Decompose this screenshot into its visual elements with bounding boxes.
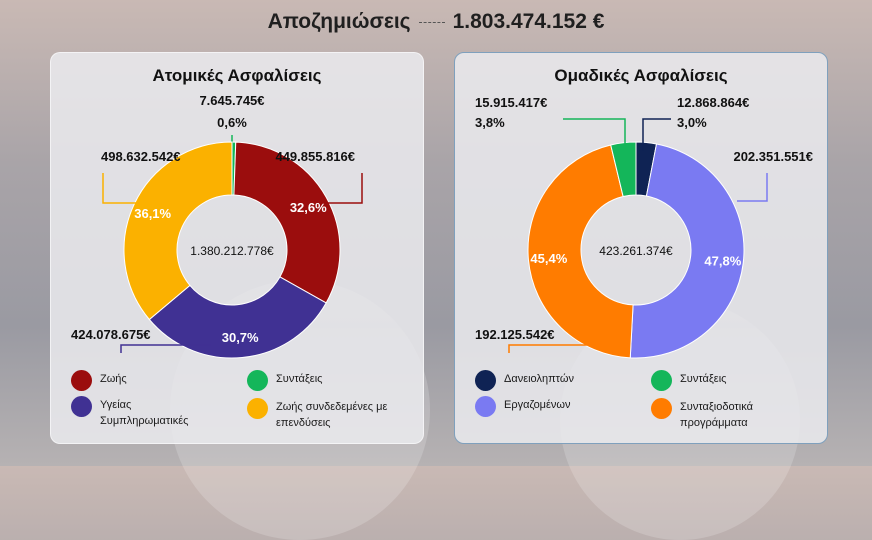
individual-insurance-panel: Ατομικές Ασφαλίσεις 7.645.745€ 0,6% 32,6% 4… — [50, 52, 424, 444]
leader-line — [737, 173, 768, 202]
legend-label: Εργαζομένων — [504, 399, 571, 411]
legend-label: Ζωής — [100, 373, 127, 385]
legend-swatch — [247, 370, 268, 391]
leader-line — [319, 173, 363, 204]
leader-line — [563, 118, 626, 151]
donut-center-total: 423.261.374€ — [599, 244, 673, 258]
legend-item: Εργαζομένων — [475, 396, 634, 417]
leader-line — [508, 344, 587, 353]
group-donut-chart: 12.868.864€ 3,0% 47,8% 202.351.551€ 45,4% 192… — [475, 95, 813, 359]
slice-value-label: 449.855.816€ — [275, 149, 355, 164]
legend-item: Δανειοληπτών — [475, 370, 634, 391]
legend-swatch — [71, 396, 92, 417]
legend-swatch — [651, 398, 672, 419]
legend-item: Συντάξεις — [651, 370, 810, 391]
donut-center-total: 1.380.212.778€ — [190, 244, 274, 258]
slice-pct-label: 36,1% — [134, 206, 171, 221]
legend-swatch — [475, 396, 496, 417]
legend-swatch — [247, 398, 268, 419]
panel-title: Ατομικές Ασφαλίσεις — [152, 66, 322, 85]
legend-swatch — [475, 370, 496, 391]
legend-item: Υγείας Συμπληρωματικές — [71, 396, 230, 429]
slice-value-label: 202.351.551€ — [733, 149, 813, 164]
legend-label: Συντάξεις — [276, 373, 323, 385]
slice-pct-label: 47,8% — [704, 254, 741, 269]
slice-pension_programs — [527, 144, 634, 359]
legend-label: Ζωής συνδεδεμένες με επενδύσεις — [276, 401, 388, 429]
legend-item: Ζωής — [71, 370, 230, 391]
slice-health — [148, 276, 327, 359]
group-insurance-panel: Ομαδικές Ασφαλίσεις 12.868.864€ 3,0% 47,8%… — [454, 52, 828, 444]
individual-donut-chart: 7.645.745€ 0,6% 32,6% 449.855.816€ 30,7% 424.… — [71, 93, 363, 359]
header-separator — [418, 21, 445, 23]
header-label: Αποζημιώσεις — [267, 10, 411, 33]
slice-value-label: 15.915.417€ — [475, 95, 547, 110]
slice-value-label: 7.645.745€ — [199, 93, 264, 108]
slice-unit_linked — [123, 141, 233, 321]
legend-swatch — [71, 370, 92, 391]
slice-value-label: 424.078.675€ — [71, 327, 151, 342]
panel-title: Ομαδικές Ασφαλίσεις — [554, 66, 728, 85]
slice-pct-label: 30,7% — [222, 330, 259, 345]
legend-label: Δανειοληπτών — [504, 373, 574, 385]
slice-pct-label: 32,6% — [290, 200, 327, 215]
slice-value-label: 12.868.864€ — [677, 95, 749, 110]
slice-value-label: 192.125.542€ — [475, 327, 555, 342]
slice-pensions — [610, 141, 637, 198]
leader-line — [120, 344, 211, 353]
legend-swatch — [651, 370, 672, 391]
slice-value-label: 498.632.542€ — [101, 149, 181, 164]
legend-label: Συνταξιοδοτικά προγράμματα — [680, 401, 753, 429]
leader-line — [642, 118, 671, 151]
slice-pct-outside-label: 3,0% — [677, 115, 707, 130]
slice-life — [233, 141, 341, 304]
header-total: 1.803.474.152 € — [452, 10, 605, 33]
slice-pct-label: 45,4% — [530, 251, 567, 266]
legend-item: Ζωής συνδεδεμένες με επενδύσεις — [247, 398, 406, 431]
slice-pct-outside-label: 3,8% — [475, 115, 505, 130]
legend-label: Υγείας Συμπληρωματικές — [100, 399, 189, 427]
legend-item: Συντάξεις — [247, 370, 406, 391]
legend-label: Συντάξεις — [680, 373, 727, 385]
slice-pct-outside-label: 0,6% — [217, 115, 247, 130]
page-header: Αποζημιώσεις 1.803.474.152 € — [0, 10, 872, 34]
slice-employees — [629, 143, 745, 359]
leader-line — [102, 173, 159, 204]
legend-item: Συνταξιοδοτικά προγράμματα — [651, 398, 810, 431]
